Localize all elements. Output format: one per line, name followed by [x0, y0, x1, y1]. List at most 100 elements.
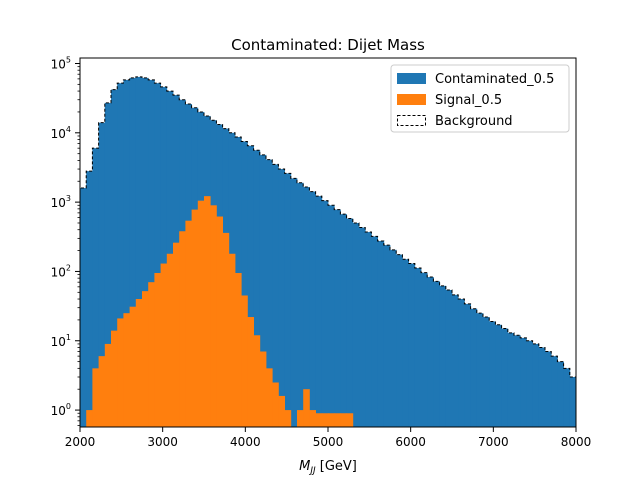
signal-bar	[154, 272, 161, 427]
contaminated-bar	[278, 169, 285, 428]
signal-bar	[328, 413, 335, 427]
signal-bar	[204, 196, 211, 427]
signal-bar	[111, 330, 118, 427]
y-tick-label: 102	[51, 263, 71, 279]
signal-bar	[216, 216, 223, 427]
legend-label: Contaminated_0.5	[435, 72, 554, 87]
x-tick-label: 4000	[230, 435, 261, 449]
contaminated-bar	[123, 79, 130, 427]
contaminated-bar	[551, 356, 558, 427]
legend-swatch	[397, 73, 426, 84]
x-tick-label: 5000	[313, 435, 344, 449]
contaminated-bar	[501, 328, 509, 427]
background-step-line	[79, 76, 577, 427]
signal-bar	[135, 299, 143, 427]
contaminated-bar	[520, 337, 527, 427]
y-axis: 100 101 102 103 104 105	[51, 55, 80, 426]
signal-bar	[297, 410, 304, 427]
signal-bar	[272, 382, 279, 427]
contaminated-bar	[160, 86, 168, 428]
signal-bar	[197, 200, 205, 427]
contaminated-bar	[266, 159, 273, 427]
contaminated-bar	[86, 171, 93, 427]
contaminated-bar	[483, 317, 490, 427]
contaminated-bar	[569, 377, 577, 427]
contaminated-bar	[154, 83, 161, 428]
x-tick-label: 2000	[65, 435, 96, 449]
legend-box	[390, 64, 570, 133]
signal-bar	[191, 209, 199, 427]
signal-bar	[142, 291, 149, 427]
x-axis-label-unit: [GeV]	[316, 459, 357, 474]
signal-bar	[259, 351, 267, 427]
contaminated-bar	[557, 361, 564, 427]
contaminated-bar	[563, 368, 571, 427]
contaminated-bar	[309, 191, 316, 427]
signal-bar	[241, 295, 248, 427]
contaminated-bar	[92, 148, 99, 427]
x-tick-label: 3000	[147, 435, 178, 449]
legend-label: Background	[435, 114, 513, 129]
signal-bar	[284, 410, 292, 427]
signal-bar	[117, 318, 124, 427]
contaminated-bar	[334, 209, 341, 427]
contaminated-bar	[104, 102, 112, 427]
y-tick-label: 104	[51, 125, 71, 141]
x-axis: 2000 3000 4000 5000 6000 7000 8000	[65, 427, 591, 449]
signal-bar	[222, 232, 230, 427]
contaminated-bar	[526, 340, 533, 427]
signal-bar	[185, 220, 192, 427]
chart-title: Contaminated: Dijet Mass	[231, 36, 425, 54]
signal-bar	[160, 263, 168, 427]
contaminated-bar	[98, 122, 106, 428]
signal-bar	[98, 356, 106, 427]
contaminated-bar	[495, 324, 502, 427]
contaminated-bar	[340, 214, 347, 427]
series-background	[79, 76, 577, 427]
contaminated-bar	[489, 321, 496, 427]
legend: Contaminated_0.5 Signal_0.5 Background	[390, 64, 570, 133]
contaminated-bar	[377, 240, 385, 427]
x-tick-label: 7000	[478, 435, 509, 449]
x-axis-label: MJJ [GeV]	[299, 459, 357, 476]
legend-swatch	[397, 115, 426, 126]
contaminated-bar	[433, 281, 440, 427]
signal-bar	[210, 205, 217, 427]
contaminated-bar	[303, 187, 310, 427]
contaminated-bar	[538, 347, 546, 427]
signal-bar	[123, 313, 130, 427]
contaminated-bar	[359, 227, 366, 427]
contaminated-bar	[346, 218, 354, 427]
x-axis-label-main: M	[299, 459, 310, 474]
contaminated-bar	[111, 89, 118, 427]
signal-bar	[92, 368, 99, 427]
contaminated-bar	[315, 196, 323, 427]
contaminated-bar	[259, 154, 267, 427]
contaminated-bar	[514, 335, 521, 427]
signal-bar	[334, 413, 341, 427]
contaminated-bar	[476, 313, 484, 427]
contaminated-bar	[241, 141, 248, 427]
signal-bar	[129, 306, 137, 427]
signal-bar	[303, 389, 310, 427]
y-tick-label: 103	[51, 194, 71, 210]
signal-bar	[104, 343, 112, 427]
contaminated-bar	[117, 83, 124, 428]
legend-swatch	[397, 94, 426, 105]
x-tick-label: 6000	[395, 435, 426, 449]
signal-bar	[315, 413, 323, 427]
signal-bar	[166, 253, 174, 427]
signal-bar	[235, 272, 242, 427]
signal-bar	[321, 413, 329, 427]
y-tick-label: 100	[51, 402, 71, 418]
contaminated-bar	[129, 77, 137, 427]
y-tick-label: 105	[51, 55, 71, 71]
contaminated-bar	[80, 187, 87, 427]
contaminated-bar	[371, 236, 378, 427]
legend-label: Signal_0.5	[435, 93, 502, 108]
signal-bar	[340, 413, 347, 427]
signal-bar	[247, 317, 254, 427]
contaminated-bar	[421, 272, 428, 427]
signal-bar	[253, 335, 261, 427]
